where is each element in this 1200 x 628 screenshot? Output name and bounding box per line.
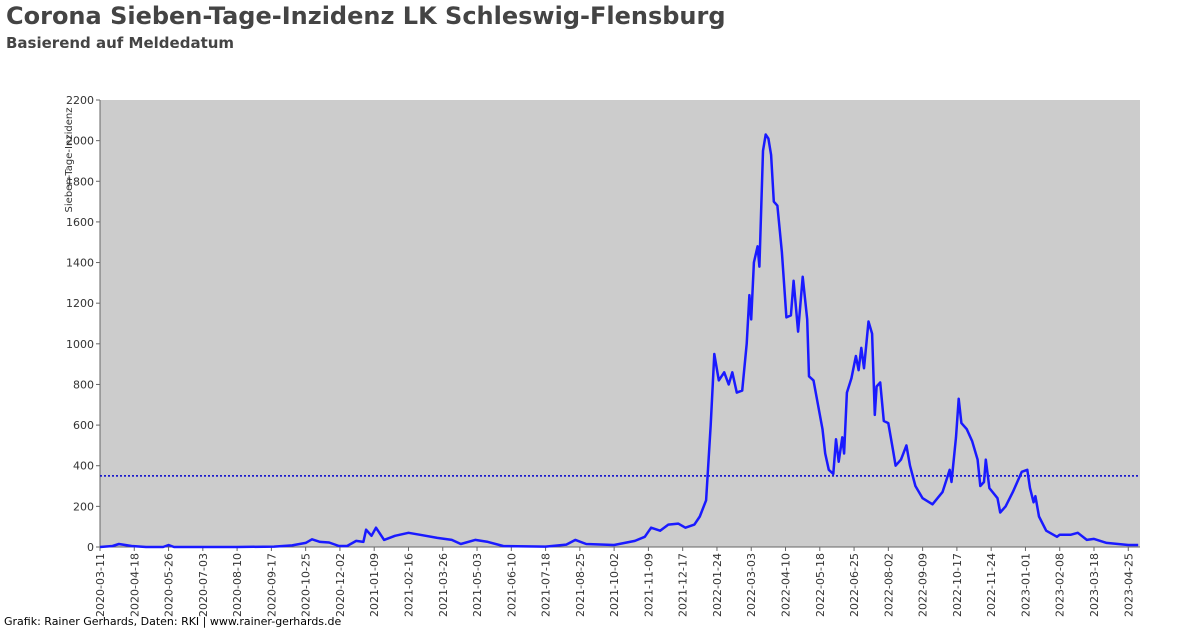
y-axis-label: Sieben-Tage-Inzidenz [64, 108, 75, 213]
x-tick-label: 2020-05-26 [163, 553, 176, 617]
footer: Grafik: Rainer Gerhards, Daten: RKI | ww… [4, 615, 342, 628]
x-tick-label: 2022-04-10 [780, 553, 793, 617]
x-tick-label: 2022-01-24 [711, 553, 724, 617]
x-tick-label: 2022-10-17 [951, 553, 964, 617]
y-tick-label: 400 [73, 460, 94, 473]
y-tick-label: 800 [73, 378, 94, 391]
x-tick-label: 2022-08-02 [882, 553, 895, 617]
x-tick-label: 2021-11-09 [642, 553, 655, 617]
x-tick-label: 2022-09-09 [917, 553, 930, 617]
y-tick-label: 1400 [66, 257, 94, 270]
x-tick-label: 2023-02-08 [1054, 553, 1067, 617]
x-tick-label: 2022-06-25 [848, 553, 861, 617]
x-tick-label: 2020-04-18 [128, 553, 141, 617]
x-tick-label: 2020-10-25 [300, 553, 313, 617]
y-tick-label: 2000 [66, 135, 94, 148]
data-line [99, 133, 1139, 549]
y-tick-label: 1800 [66, 175, 94, 188]
x-tick-label: 2021-01-09 [368, 553, 381, 617]
x-tick-label: 2021-10-02 [608, 553, 621, 617]
x-tick-label: 2021-07-18 [540, 553, 553, 617]
plot-area [100, 100, 1140, 547]
x-tick-label: 2020-12-02 [334, 553, 347, 617]
x-tick-label: 2020-09-17 [265, 553, 278, 617]
x-tick-label: 2020-08-10 [231, 553, 244, 617]
x-tick-label: 2022-03-03 [745, 553, 758, 617]
chart-title: Corona Sieben-Tage-Inzidenz LK Schleswig… [6, 2, 726, 30]
x-tick-label: 2020-03-11 [94, 553, 107, 617]
x-tick-label: 2021-03-26 [437, 553, 450, 617]
x-tick-label: 2023-04-25 [1122, 553, 1135, 617]
y-tick-label: 2200 [66, 94, 94, 107]
x-tick-label: 2021-12-17 [677, 553, 690, 617]
x-tick-label: 2022-11-24 [985, 553, 998, 617]
y-tick-label: 600 [73, 419, 94, 432]
chart-subtitle: Basierend auf Meldedatum [6, 34, 234, 52]
x-tick-label: 2022-05-18 [814, 553, 827, 617]
x-tick-label: 2023-03-18 [1088, 553, 1101, 617]
x-tick-label: 2021-08-25 [574, 553, 587, 617]
x-tick-label: 2023-01-01 [1019, 553, 1032, 617]
y-tick-label: 200 [73, 500, 94, 513]
x-tick-label: 2020-07-03 [197, 553, 210, 617]
x-tick-label: 2021-06-10 [505, 553, 518, 617]
y-tick-label: 0 [87, 541, 94, 554]
y-tick-label: 1600 [66, 216, 94, 229]
y-tick-label: 1000 [66, 338, 94, 351]
x-tick-label: 2021-02-16 [402, 553, 415, 617]
y-tick-label: 1200 [66, 297, 94, 310]
x-tick-label: 2021-05-03 [471, 553, 484, 617]
